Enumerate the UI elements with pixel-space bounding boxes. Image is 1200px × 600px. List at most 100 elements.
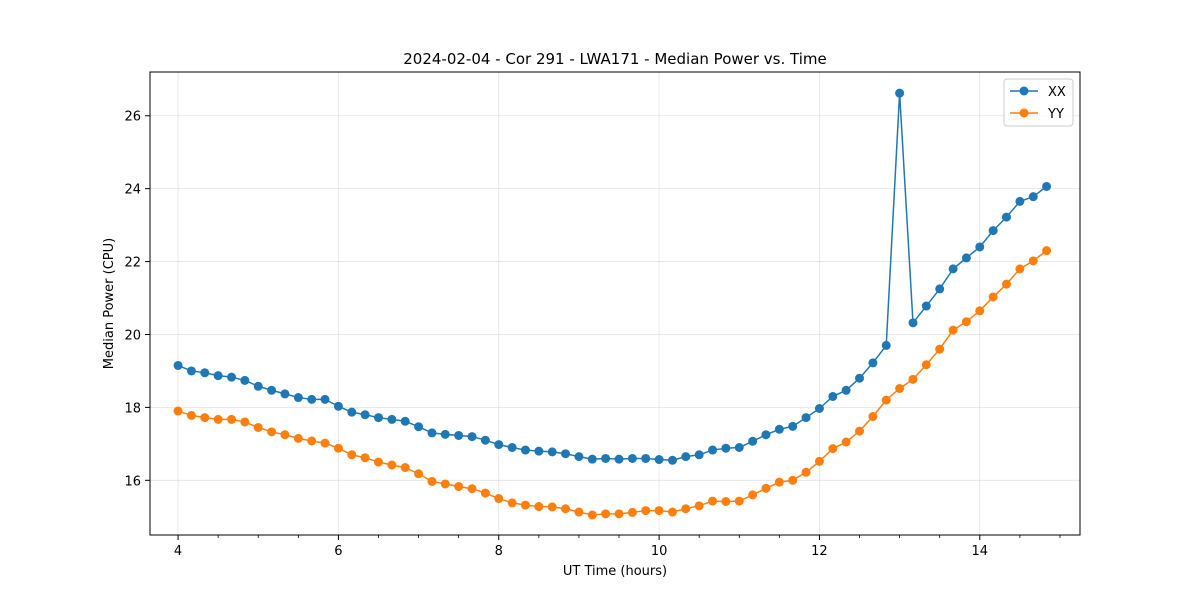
plot-frame [149, 71, 1081, 536]
data-point-yy [494, 494, 504, 504]
data-point-yy [1028, 256, 1038, 266]
data-point-xx [333, 401, 343, 411]
data-point-xx [1028, 192, 1038, 202]
data-point-yy [841, 437, 851, 447]
data-point-yy [708, 496, 718, 506]
data-point-xx [681, 452, 691, 462]
data-point-yy [320, 438, 330, 448]
data-point-xx [948, 264, 958, 274]
data-point-xx [1015, 196, 1025, 206]
data-point-yy [400, 463, 410, 473]
y-tick-label: 18 [124, 401, 141, 416]
data-point-yy [173, 406, 183, 416]
data-point-yy [587, 510, 597, 520]
data-point-yy [627, 507, 637, 517]
ticks: 4 6 8 10 12 14 16 18 20 22 24 26 [124, 110, 1061, 559]
data-point-xx [614, 454, 624, 464]
data-point-yy [307, 436, 317, 446]
legend-item-xx: XX [1010, 85, 1066, 100]
data-point-xx [173, 360, 183, 370]
data-point-yy [227, 414, 237, 424]
data-point-yy [881, 395, 891, 405]
legend-marker [1019, 86, 1029, 96]
data-point-xx [721, 443, 731, 453]
data-point-yy [427, 476, 437, 486]
data-point-yy [467, 484, 477, 494]
data-point-yy [520, 500, 530, 510]
data-point-xx [227, 372, 237, 382]
data-point-xx [601, 453, 611, 463]
data-point-yy [814, 456, 824, 466]
data-point-yy [761, 483, 771, 493]
data-point-xx [654, 455, 664, 465]
data-point-yy [547, 502, 557, 512]
data-point-yy [387, 460, 397, 470]
data-point-xx [267, 385, 277, 395]
data-point-xx [761, 430, 771, 440]
data-point-xx [507, 443, 517, 452]
data-point-xx [694, 450, 704, 460]
data-point-xx [975, 242, 985, 252]
data-point-xx [534, 446, 544, 456]
data-point-xx [774, 424, 784, 434]
data-point-xx [400, 416, 410, 426]
data-point-xx [547, 447, 557, 457]
data-point-xx [360, 410, 370, 420]
data-point-xx [454, 430, 464, 440]
data-point-yy [975, 306, 985, 316]
chart-title: 2024-02-04 - Cor 291 - LWA171 - Median P… [403, 50, 827, 68]
data-point-xx [240, 375, 250, 385]
data-point-yy [935, 344, 945, 354]
data-point-xx [307, 394, 317, 404]
data-point-xx [1001, 212, 1011, 222]
data-point-yy [895, 383, 905, 393]
data-point-yy [681, 504, 691, 514]
data-point-yy [373, 457, 383, 467]
series-xx [173, 88, 1052, 465]
data-point-xx [908, 318, 918, 328]
data-point-yy [360, 453, 370, 463]
data-point-xx [855, 373, 865, 383]
y-tick-label: 20 [124, 328, 141, 343]
y-tick-label: 24 [124, 183, 141, 198]
data-point-yy [186, 410, 196, 420]
y-tick-label: 22 [124, 256, 141, 271]
data-point-yy [721, 496, 731, 506]
data-point-xx [881, 340, 891, 350]
data-point-xx [988, 226, 998, 236]
data-point-xx [347, 407, 357, 417]
data-point-yy [561, 504, 571, 514]
data-point-xx [814, 404, 824, 413]
data-point-xx [280, 389, 290, 399]
data-point-yy [641, 506, 651, 516]
x-tick-label: 4 [174, 544, 182, 559]
series-yy [173, 246, 1052, 520]
data-point-yy [507, 498, 517, 508]
data-point-yy [601, 509, 611, 519]
data-point-xx [440, 429, 450, 439]
data-point-xx [213, 371, 223, 381]
data-point-xx [480, 435, 490, 445]
data-point-xx [427, 428, 437, 438]
data-point-yy [480, 488, 490, 498]
data-point-xx [895, 88, 905, 98]
x-tick-label: 12 [811, 544, 828, 559]
data-point-yy [667, 507, 677, 517]
data-point-xx [1042, 181, 1052, 191]
data-point-yy [868, 412, 878, 422]
data-point-yy [748, 490, 758, 500]
data-point-xx [734, 443, 744, 452]
data-point-yy [1001, 279, 1011, 289]
data-point-yy [440, 479, 450, 489]
data-point-yy [801, 467, 811, 477]
data-point-xx [748, 436, 758, 446]
data-point-xx [253, 381, 263, 391]
data-point-yy [694, 501, 704, 511]
data-point-xx [801, 413, 811, 423]
data-point-yy [921, 360, 931, 370]
data-point-yy [280, 430, 290, 440]
data-point-xx [788, 421, 798, 431]
data-point-xx [627, 453, 637, 463]
